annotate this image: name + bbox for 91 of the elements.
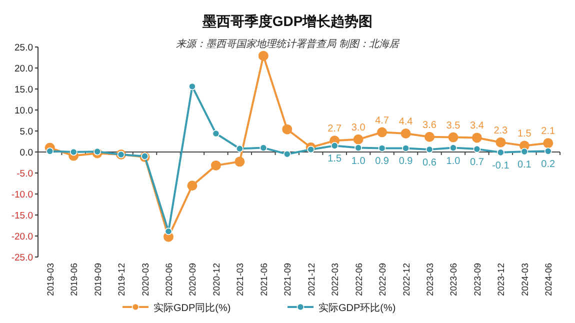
point bbox=[496, 148, 504, 156]
point bbox=[353, 134, 364, 144]
x-tick-label: 2022-03 bbox=[330, 263, 340, 296]
point bbox=[402, 144, 410, 152]
data-label: 0.2 bbox=[541, 159, 556, 170]
data-label: 3.0 bbox=[351, 122, 366, 134]
x-tick-label: 2022-09 bbox=[378, 263, 388, 296]
x-tick-label: 2023-03 bbox=[425, 263, 435, 296]
point bbox=[164, 228, 172, 236]
legend-label: 实际GDP同比(%) bbox=[154, 302, 231, 314]
point bbox=[378, 144, 386, 152]
x-tick-label: 2020-09 bbox=[188, 263, 198, 296]
data-label: -0.1 bbox=[492, 160, 510, 172]
point bbox=[330, 142, 338, 150]
y-tick-label: 20.0 bbox=[14, 64, 33, 74]
point bbox=[234, 156, 245, 167]
x-tick-label: 2021-09 bbox=[282, 263, 293, 296]
point bbox=[187, 180, 198, 191]
y-tick-label: 5.0 bbox=[20, 126, 33, 138]
point bbox=[307, 146, 315, 154]
x-tick-label: 2020-12 bbox=[211, 263, 222, 296]
y-tick-label: -10.0 bbox=[11, 190, 33, 200]
data-label: 4.4 bbox=[398, 116, 414, 128]
x-tick-label: 2023-06 bbox=[448, 263, 459, 296]
y-tick-label: 15.0 bbox=[14, 84, 33, 96]
point bbox=[377, 127, 388, 138]
x-tick-label: 2020-03 bbox=[140, 263, 150, 296]
point bbox=[283, 150, 291, 158]
point bbox=[400, 128, 411, 139]
data-label: 3.4 bbox=[470, 120, 484, 132]
x-tick-label: 2019-12 bbox=[116, 263, 127, 296]
x-tick-label: 2019-09 bbox=[92, 263, 103, 296]
point bbox=[46, 147, 54, 155]
y-tick-label: -20.0 bbox=[11, 232, 33, 242]
x-tick-label: 2024-03 bbox=[520, 263, 530, 296]
x-tick-label: 2022-12 bbox=[401, 263, 412, 296]
y-tick-label: -5.0 bbox=[16, 168, 33, 180]
x-tick-label: 2019-03 bbox=[45, 263, 56, 296]
point bbox=[188, 82, 196, 90]
point bbox=[258, 50, 268, 61]
point bbox=[450, 144, 457, 152]
point bbox=[94, 148, 102, 156]
chart-subtitle: 来源：墨西哥国家地理统计署普查局 制图：北海居 bbox=[176, 38, 400, 50]
legend-label: 实际GDP环比(%) bbox=[318, 302, 396, 314]
y-tick-label: 25.0 bbox=[14, 42, 33, 54]
point bbox=[448, 132, 458, 142]
point bbox=[236, 144, 244, 152]
y-tick-label: 0.0 bbox=[20, 148, 33, 158]
x-tick-label: 2024-06 bbox=[544, 263, 554, 296]
y-tick-label: -25.0 bbox=[11, 252, 33, 264]
point bbox=[282, 124, 292, 134]
point bbox=[210, 160, 221, 170]
data-label: 2.7 bbox=[328, 124, 342, 135]
x-tick-label: 2023-09 bbox=[472, 263, 482, 296]
point bbox=[426, 146, 434, 154]
point bbox=[543, 138, 554, 148]
data-label: 1.5 bbox=[517, 128, 532, 140]
data-label: 1.0 bbox=[446, 156, 461, 167]
x-tick-label: 2020-06 bbox=[164, 263, 174, 296]
x-tick-label: 2022-06 bbox=[354, 263, 364, 296]
data-label: 4.7 bbox=[375, 115, 390, 126]
point bbox=[544, 147, 552, 155]
x-tick-label: 2021-06 bbox=[258, 263, 269, 296]
data-label: 0.9 bbox=[398, 156, 414, 168]
point bbox=[212, 130, 220, 138]
x-tick-label: 2019-06 bbox=[69, 263, 80, 296]
point bbox=[473, 145, 481, 153]
point bbox=[496, 137, 506, 148]
x-tick-label: 2023-12 bbox=[496, 263, 506, 296]
data-label: 0.7 bbox=[470, 157, 484, 168]
point bbox=[141, 152, 148, 160]
data-label: 0.6 bbox=[422, 157, 437, 168]
y-tick-label: 10.0 bbox=[14, 106, 33, 116]
data-label: 1.0 bbox=[351, 156, 366, 167]
y-tick-label: -15.0 bbox=[11, 210, 33, 222]
data-label: 0.9 bbox=[375, 156, 390, 168]
data-label: 2.3 bbox=[494, 125, 508, 136]
point bbox=[520, 148, 528, 156]
x-tick-label: 2021-12 bbox=[306, 263, 316, 296]
x-tick-label: 2021-03 bbox=[235, 263, 246, 296]
point bbox=[424, 132, 434, 142]
point bbox=[472, 132, 482, 143]
data-label: 2.1 bbox=[541, 126, 556, 138]
data-label: 3.5 bbox=[446, 120, 461, 132]
data-label: 0.1 bbox=[517, 160, 532, 171]
point bbox=[354, 144, 362, 152]
point bbox=[70, 148, 78, 156]
point bbox=[260, 144, 268, 152]
data-label: 3.6 bbox=[422, 120, 437, 131]
chart-title: 墨西哥季度GDP增长趋势图 bbox=[201, 13, 373, 29]
data-label: 1.5 bbox=[328, 154, 342, 165]
